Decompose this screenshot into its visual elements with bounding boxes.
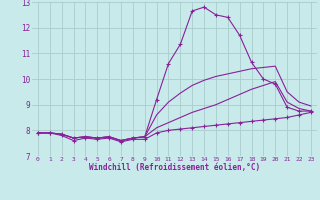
X-axis label: Windchill (Refroidissement éolien,°C): Windchill (Refroidissement éolien,°C) <box>89 163 260 172</box>
